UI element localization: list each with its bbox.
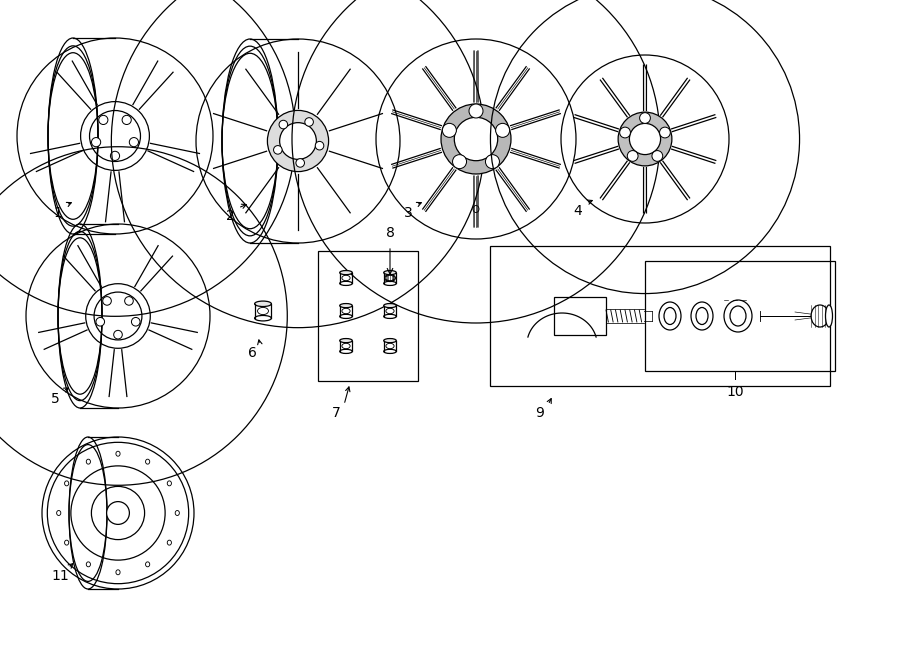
Text: 9: 9 bbox=[536, 406, 544, 420]
Ellipse shape bbox=[167, 540, 171, 545]
Bar bbox=[318, 251, 418, 381]
Ellipse shape bbox=[305, 118, 313, 126]
Ellipse shape bbox=[383, 338, 396, 342]
Ellipse shape bbox=[664, 307, 676, 325]
Ellipse shape bbox=[383, 303, 396, 307]
Ellipse shape bbox=[65, 540, 68, 545]
Ellipse shape bbox=[65, 481, 68, 486]
Circle shape bbox=[99, 115, 108, 124]
Text: 7: 7 bbox=[331, 406, 340, 420]
Text: 5: 5 bbox=[50, 392, 59, 406]
Circle shape bbox=[627, 151, 638, 161]
Circle shape bbox=[130, 137, 139, 147]
Circle shape bbox=[131, 317, 140, 326]
Ellipse shape bbox=[86, 459, 91, 464]
Text: 6: 6 bbox=[248, 346, 256, 360]
Text: 10: 10 bbox=[726, 385, 743, 399]
Ellipse shape bbox=[383, 270, 396, 275]
Circle shape bbox=[652, 151, 662, 161]
Ellipse shape bbox=[167, 481, 171, 486]
Ellipse shape bbox=[296, 159, 304, 167]
Circle shape bbox=[453, 155, 466, 169]
Ellipse shape bbox=[116, 570, 120, 575]
Ellipse shape bbox=[280, 123, 317, 159]
Ellipse shape bbox=[255, 315, 272, 321]
Ellipse shape bbox=[339, 303, 352, 307]
Ellipse shape bbox=[339, 270, 352, 275]
Ellipse shape bbox=[339, 350, 352, 354]
Circle shape bbox=[103, 297, 112, 305]
Ellipse shape bbox=[339, 315, 352, 319]
Ellipse shape bbox=[146, 459, 149, 464]
Ellipse shape bbox=[696, 307, 708, 325]
Ellipse shape bbox=[441, 104, 511, 174]
Ellipse shape bbox=[383, 282, 396, 286]
Circle shape bbox=[113, 330, 122, 339]
Ellipse shape bbox=[279, 120, 288, 129]
Text: 1: 1 bbox=[54, 206, 62, 220]
Ellipse shape bbox=[57, 510, 61, 516]
Ellipse shape bbox=[730, 306, 746, 326]
Ellipse shape bbox=[618, 112, 672, 166]
Circle shape bbox=[469, 104, 483, 118]
Text: 4: 4 bbox=[573, 204, 582, 218]
Ellipse shape bbox=[267, 110, 328, 172]
Ellipse shape bbox=[86, 562, 90, 567]
Text: 2: 2 bbox=[226, 209, 234, 223]
Ellipse shape bbox=[274, 145, 282, 154]
Ellipse shape bbox=[255, 301, 272, 307]
Ellipse shape bbox=[106, 502, 130, 524]
Ellipse shape bbox=[473, 206, 479, 212]
Circle shape bbox=[92, 137, 101, 147]
Ellipse shape bbox=[454, 117, 498, 161]
Circle shape bbox=[96, 317, 104, 326]
Ellipse shape bbox=[383, 350, 396, 354]
Bar bbox=[645, 261, 835, 371]
Ellipse shape bbox=[146, 562, 149, 567]
Circle shape bbox=[660, 127, 670, 138]
Circle shape bbox=[122, 115, 131, 124]
Circle shape bbox=[485, 155, 500, 169]
Circle shape bbox=[111, 151, 120, 161]
Circle shape bbox=[496, 124, 509, 137]
Circle shape bbox=[443, 124, 456, 137]
Circle shape bbox=[640, 112, 651, 124]
Ellipse shape bbox=[339, 282, 352, 286]
Text: 8: 8 bbox=[385, 226, 394, 240]
Text: 11: 11 bbox=[51, 569, 69, 583]
Ellipse shape bbox=[176, 510, 179, 516]
Ellipse shape bbox=[383, 315, 396, 319]
Ellipse shape bbox=[339, 338, 352, 342]
Ellipse shape bbox=[116, 451, 120, 456]
Bar bbox=[554, 297, 606, 335]
Circle shape bbox=[125, 297, 133, 305]
Ellipse shape bbox=[315, 141, 324, 150]
Ellipse shape bbox=[629, 124, 661, 155]
Bar bbox=[490, 246, 830, 386]
Circle shape bbox=[620, 127, 630, 138]
Ellipse shape bbox=[825, 305, 833, 327]
Text: 3: 3 bbox=[403, 206, 412, 220]
